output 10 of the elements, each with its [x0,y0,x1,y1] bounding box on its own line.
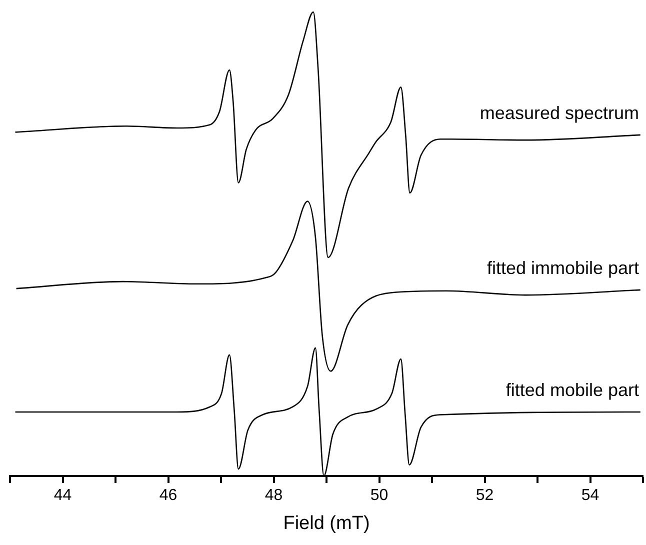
x-tick-label: 52 [476,487,494,504]
series-label: measured spectrum [480,102,639,123]
x-tick-label: 54 [581,487,600,504]
series-label: fitted immobile part [486,258,639,278]
x-tick-label: 48 [264,487,283,504]
x-tick-label: 50 [370,487,388,504]
x-tick-label: 46 [159,487,178,504]
x-axis-title: Field (mT) [283,512,370,534]
x-tick-label: 44 [54,487,72,504]
series-label: fitted mobile part [506,380,639,400]
